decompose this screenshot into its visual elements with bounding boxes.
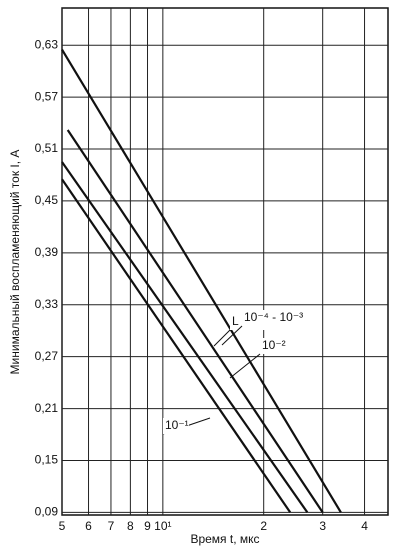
y-tick-label: 0,57 bbox=[35, 89, 59, 103]
y-tick-label: 0,09 bbox=[35, 505, 59, 519]
x-axis-label: Время t, мкс bbox=[190, 532, 259, 546]
label-bg bbox=[242, 310, 310, 326]
series-line bbox=[66, 129, 324, 514]
y-axis-label: Минимальный воспламеняющий ток I, А bbox=[8, 150, 22, 375]
y-tick-label: 0,63 bbox=[35, 37, 59, 51]
label-bg bbox=[163, 418, 189, 434]
y-tick-label: 0,33 bbox=[35, 297, 59, 311]
x-tick-label: 3 bbox=[319, 519, 326, 533]
series-label: 10⁻² bbox=[262, 338, 286, 352]
y-tick-label: 0,15 bbox=[35, 453, 59, 467]
y-tick-label: 0,51 bbox=[35, 141, 59, 155]
x-tick-label: 5 bbox=[59, 519, 66, 533]
y-tick-label: 0,27 bbox=[35, 349, 59, 363]
leader-line bbox=[221, 325, 243, 346]
x-tick-label: 2 bbox=[260, 519, 267, 533]
x-tick-label: 9 bbox=[144, 519, 151, 533]
series-line bbox=[61, 178, 292, 514]
x-tick-label: 10¹ bbox=[154, 519, 171, 533]
y-tick-label: 0,45 bbox=[35, 193, 59, 207]
y-tick-label: 0,21 bbox=[35, 401, 59, 415]
x-tick-label: 8 bbox=[127, 519, 134, 533]
series-line bbox=[61, 161, 309, 514]
leader-line bbox=[213, 329, 231, 347]
leader-line bbox=[229, 353, 261, 379]
label-bg bbox=[260, 338, 286, 354]
y-tick-label: 0,39 bbox=[35, 245, 59, 259]
series-label: 10⁻⁴ - 10⁻³ bbox=[244, 310, 303, 324]
x-tick-label: 4 bbox=[361, 519, 368, 533]
series-line bbox=[61, 48, 342, 513]
x-tick-label: 6 bbox=[85, 519, 92, 533]
series-label: 10⁻¹ bbox=[165, 418, 189, 432]
x-tick-label: 7 bbox=[108, 519, 115, 533]
